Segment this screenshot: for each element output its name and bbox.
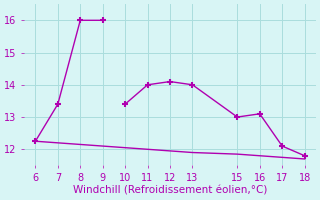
- X-axis label: Windchill (Refroidissement éolien,°C): Windchill (Refroidissement éolien,°C): [73, 186, 267, 196]
